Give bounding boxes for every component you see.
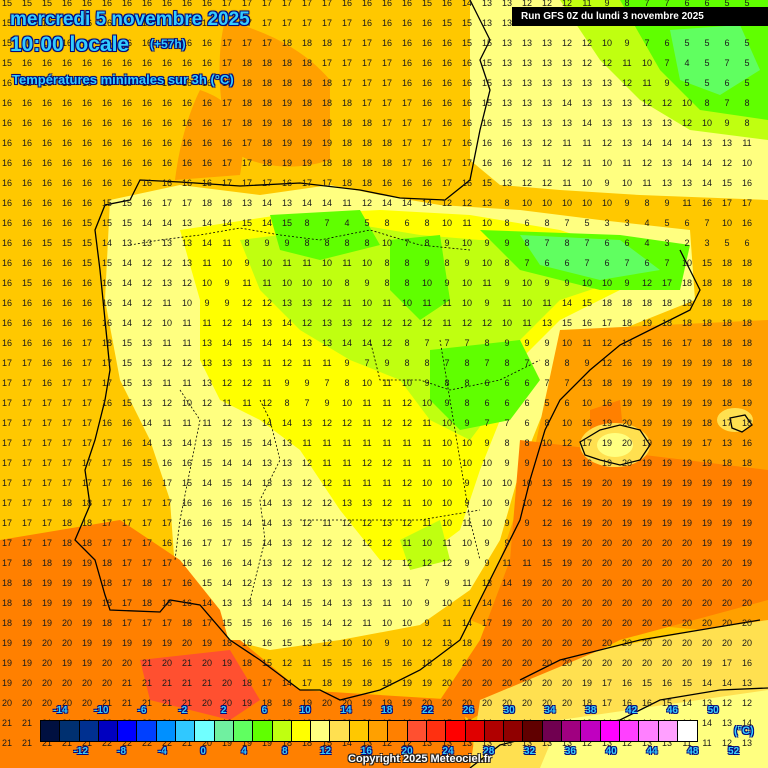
legend-swatch (446, 721, 466, 741)
variable-title: Températures minimales sur 3h (°C) (12, 72, 234, 87)
legend-label-top: 38 (585, 705, 597, 716)
copyright: Copyright 2025 Meteociel.fr (348, 753, 492, 765)
legend-label-top: -6 (137, 705, 147, 716)
legend-label-bottom: -12 (73, 746, 89, 757)
legend-swatch (195, 721, 215, 741)
legend-swatch (369, 721, 389, 741)
legend-label-top: -14 (53, 705, 68, 716)
legend-label-top: 22 (422, 705, 434, 716)
legend-label-top: 50 (707, 705, 719, 716)
legend-swatch (137, 721, 157, 741)
legend-label-bottom: 4 (241, 746, 247, 757)
legend-swatch (311, 721, 331, 741)
legend-label-bottom: 36 (564, 746, 576, 757)
legend-swatch (562, 721, 582, 741)
legend-label-bottom: 20 (401, 746, 413, 757)
legend-label-top: 10 (299, 705, 311, 716)
legend-swatch (330, 721, 350, 741)
legend-label-bottom: 52 (728, 746, 740, 757)
legend-swatch (272, 721, 292, 741)
legend-label-bottom: -4 (157, 746, 167, 757)
legend-unit: (°C) (734, 725, 754, 737)
legend-swatch (176, 721, 196, 741)
legend-label-bottom: -8 (117, 746, 127, 757)
legend-label-top: 18 (381, 705, 393, 716)
legend-swatch (118, 721, 138, 741)
legend-label-bottom: 40 (605, 746, 617, 757)
legend-swatch (523, 721, 543, 741)
legend-swatch (581, 721, 601, 741)
legend-swatch (291, 721, 312, 741)
legend-label-bottom: 8 (282, 746, 288, 757)
legend-label-top: 26 (462, 705, 474, 716)
legend-swatch (677, 721, 698, 741)
legend-swatch (214, 721, 234, 741)
legend-label-bottom: 12 (320, 746, 332, 757)
border-lines (129, 227, 541, 601)
legend-swatch (233, 721, 254, 741)
legend-swatch (79, 721, 99, 741)
legend-swatch (426, 721, 447, 741)
legend-swatch (484, 721, 505, 741)
legend-swatch (98, 721, 119, 741)
forecast-time: 10:00 locale (10, 33, 130, 56)
legend-swatch (465, 721, 485, 741)
legend-label-top: 34 (544, 705, 556, 716)
legend-swatch (658, 721, 678, 741)
forecast-date: mercredi 5 novembre 2025 (10, 9, 250, 30)
legend-label-bottom: 44 (646, 746, 658, 757)
legend-label-top: -10 (93, 705, 109, 716)
forecast-lead-time: (+57h) (150, 37, 186, 51)
legend-label-top: 42 (626, 705, 638, 716)
legend-label-top: 14 (340, 705, 352, 716)
legend-swatch (60, 721, 80, 741)
legend-swatch (504, 721, 524, 741)
legend-swatch (542, 721, 563, 741)
legend-label-top: 6 (261, 705, 268, 716)
legend-label-bottom: 32 (524, 746, 536, 757)
legend-label-top: -2 (178, 705, 188, 716)
legend-swatch (639, 721, 659, 741)
legend-swatch (619, 721, 640, 741)
color-scale-legend (40, 720, 699, 742)
legend-label-top: 30 (503, 705, 515, 716)
legend-swatch (41, 721, 61, 741)
run-banner: Run GFS 0Z du lundi 3 novembre 2025 (512, 7, 768, 26)
legend-label-top: 46 (666, 705, 678, 716)
legend-swatch (253, 721, 273, 741)
legend-swatch (388, 721, 408, 741)
legend-swatch (600, 721, 620, 741)
legend-label-bottom: 0 (200, 746, 206, 757)
legend-swatch (349, 721, 370, 741)
legend-swatch (156, 721, 177, 741)
legend-label-top: 2 (220, 705, 227, 716)
legend-swatch (407, 721, 427, 741)
legend-label-bottom: 48 (687, 746, 699, 757)
legend-label-bottom: 28 (483, 746, 495, 757)
legend-label-bottom: 24 (442, 746, 454, 757)
legend-label-bottom: 16 (360, 746, 372, 757)
